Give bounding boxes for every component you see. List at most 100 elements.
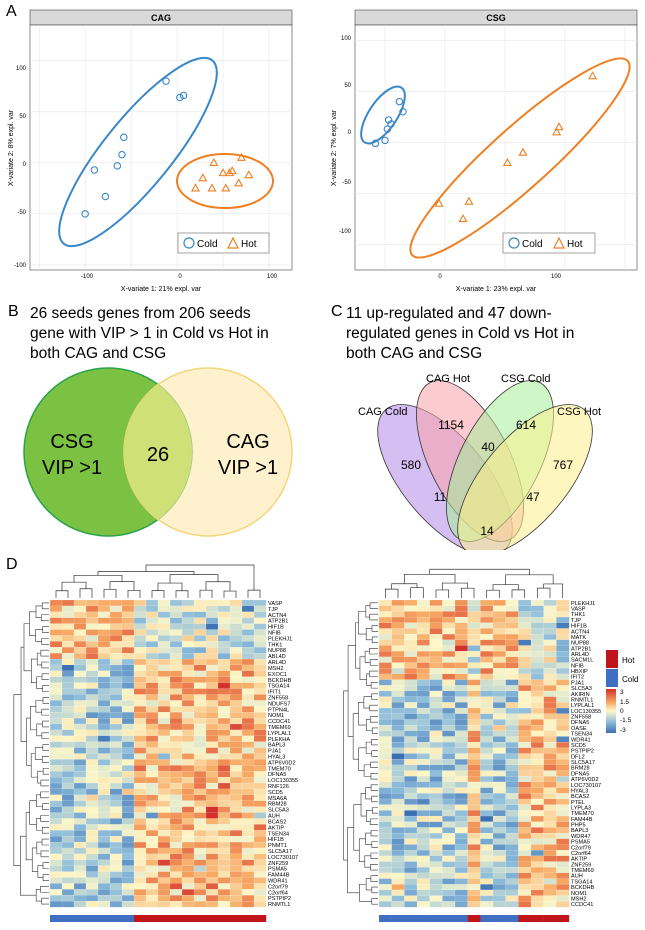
heatmap-cell bbox=[133, 635, 147, 642]
gene-label: SCD5 bbox=[571, 743, 586, 749]
heatmap-cell bbox=[109, 818, 123, 825]
heatmap-cell bbox=[480, 901, 494, 908]
heatmap-cell bbox=[133, 664, 147, 672]
heatmap-cell bbox=[61, 883, 75, 890]
heatmap-cell bbox=[73, 883, 87, 890]
dendrogram-branch bbox=[41, 638, 49, 645]
heatmap-cell bbox=[480, 861, 494, 868]
heatmap-cell bbox=[518, 662, 532, 669]
heatmap-cell bbox=[145, 759, 159, 766]
heatmap-cell bbox=[157, 847, 171, 855]
heatmap-cell bbox=[205, 658, 219, 666]
heatmap-cell bbox=[404, 850, 418, 857]
heatmap-cell bbox=[229, 694, 243, 701]
dendrogram-branch bbox=[369, 602, 378, 609]
heatmap-cell bbox=[480, 634, 494, 641]
heatmap-cell bbox=[73, 623, 87, 630]
heatmap-cell bbox=[442, 611, 456, 618]
heatmap-cell bbox=[217, 853, 231, 861]
heatmap-cell bbox=[467, 804, 481, 811]
heatmap-cell bbox=[217, 847, 231, 855]
heatmap-cell bbox=[85, 865, 99, 872]
heatmap-cell bbox=[157, 859, 171, 866]
heatmap-cell bbox=[467, 815, 481, 822]
heatmap-cell bbox=[543, 781, 557, 788]
heatmap-cell bbox=[454, 844, 468, 851]
heatmap-cell bbox=[480, 759, 494, 766]
heatmap-cell bbox=[480, 781, 494, 788]
heatmap-cell bbox=[205, 812, 219, 819]
heatmap-cell bbox=[391, 639, 405, 646]
dendrogram-branch bbox=[40, 649, 49, 657]
heatmap-cell bbox=[229, 664, 243, 672]
heatmap-cell bbox=[253, 653, 267, 660]
heatmap-cell bbox=[181, 694, 195, 701]
heatmap-cell bbox=[157, 635, 171, 642]
csg-cold-point bbox=[381, 136, 389, 145]
heatmap-cell bbox=[217, 700, 231, 707]
heatmap-cell bbox=[133, 617, 147, 624]
panel-letter-a: A bbox=[6, 3, 17, 20]
heatmap-cell bbox=[416, 747, 430, 754]
heatmap-cell bbox=[229, 788, 243, 796]
heatmap-cell bbox=[61, 712, 75, 719]
heatmap-cell bbox=[181, 647, 195, 654]
heatmap-cell bbox=[416, 634, 430, 641]
heatmap-cell bbox=[391, 611, 405, 618]
heatmap-cell bbox=[378, 634, 392, 641]
heatmap-cell bbox=[121, 765, 135, 772]
heatmap-cell bbox=[73, 853, 87, 861]
heatmap-cell bbox=[193, 694, 207, 701]
heatmap-cell bbox=[205, 635, 219, 642]
dendrogram-branch bbox=[145, 564, 255, 591]
gene-label: BCAS2 bbox=[571, 794, 589, 800]
heatmap-cell bbox=[556, 878, 570, 885]
heatmap-cell bbox=[404, 759, 418, 766]
heatmap-cell bbox=[193, 629, 207, 636]
heatmap-cell bbox=[133, 806, 147, 813]
heatmap-cell bbox=[454, 645, 468, 652]
heatmap-cell bbox=[530, 651, 544, 658]
heatmap-cell bbox=[518, 719, 532, 726]
heatmap-cell bbox=[181, 871, 195, 878]
heatmap-cell bbox=[61, 889, 75, 896]
heatmap-cell bbox=[556, 844, 570, 851]
heatmap-cell bbox=[429, 696, 443, 703]
heatmap-cell bbox=[404, 724, 418, 732]
heatmap-cell bbox=[157, 812, 171, 819]
heatmap-cell bbox=[241, 794, 255, 802]
condition-cell bbox=[230, 915, 243, 922]
heatmap-cell bbox=[145, 694, 159, 701]
legend-hot-label: Hot bbox=[622, 656, 635, 665]
heatmap-cell bbox=[229, 836, 243, 843]
heatmap-cell bbox=[61, 635, 75, 642]
heatmap-cell bbox=[229, 688, 243, 695]
heatmap-cell bbox=[97, 629, 111, 636]
heatmap-cell bbox=[543, 742, 557, 749]
dendrogram-branch bbox=[30, 753, 38, 778]
heatmap-cell bbox=[429, 855, 443, 862]
heatmap-cell bbox=[467, 810, 481, 817]
heatmap-cell bbox=[416, 855, 430, 862]
heatmap-cell bbox=[505, 878, 519, 885]
cag-y-ticks: 100 50 0 -50 -100 bbox=[14, 66, 27, 269]
dendrogram-branch bbox=[41, 732, 49, 740]
heatmap-cell bbox=[416, 872, 430, 879]
heatmap-cell bbox=[442, 645, 456, 652]
heatmap-cell bbox=[442, 605, 456, 612]
heatmap-cell bbox=[85, 853, 99, 861]
heatmap-cell bbox=[229, 718, 243, 725]
heatmap-cell bbox=[49, 841, 63, 849]
dendrogram-branch bbox=[492, 584, 519, 591]
heatmap-cell bbox=[49, 883, 63, 890]
heatmap-cell bbox=[229, 712, 243, 719]
heatmap-cell bbox=[61, 641, 75, 648]
csg-legend-hot: Hot bbox=[567, 239, 583, 250]
cag-cold-point bbox=[120, 133, 128, 142]
heatmap-cell bbox=[378, 616, 392, 624]
heatmap-cell bbox=[193, 653, 207, 660]
heatmap-cell bbox=[556, 815, 570, 822]
heatmap-cell bbox=[61, 694, 75, 701]
heatmap-cell bbox=[378, 628, 392, 635]
heatmap-cell bbox=[73, 723, 87, 731]
